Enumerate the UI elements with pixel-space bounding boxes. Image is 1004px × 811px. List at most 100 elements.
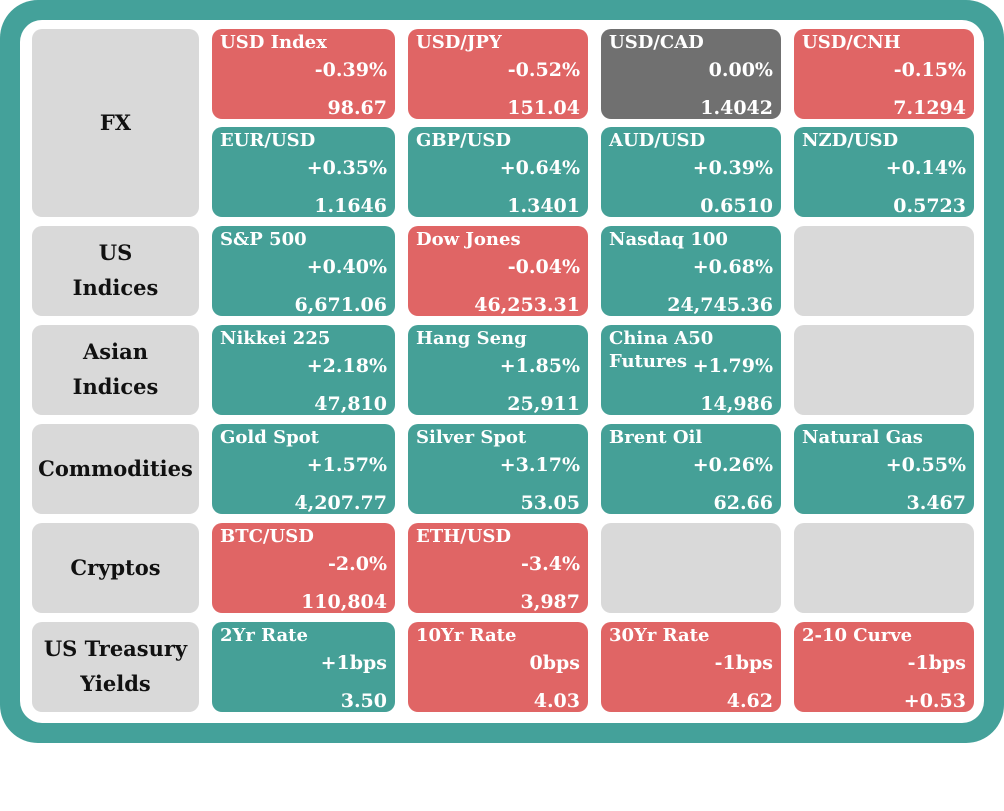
tile-change: +0.68%: [692, 256, 773, 278]
tile-change: -0.15%: [893, 59, 966, 81]
tile-value: 6,671.06: [294, 294, 387, 316]
category-us-indices: US Indices: [32, 226, 199, 316]
tile-name: Hang Seng: [416, 328, 527, 349]
dashboard-frame: FX USD Index -0.39% 98.67 USD/JPY -0.52% 151…: [0, 0, 1004, 743]
tile-name: EUR/USD: [220, 130, 316, 151]
tile-value: 47,810: [314, 393, 387, 415]
tile-change: -1bps: [714, 652, 773, 674]
tile-name: Nikkei 225: [220, 328, 331, 349]
tile-value: +0.53: [903, 690, 966, 712]
empty-tile: [794, 226, 974, 316]
tile-nzd-usd[interactable]: NZD/USD +0.14% 0.5723: [794, 127, 974, 217]
tile-change: +0.39%: [692, 157, 773, 179]
tile-change: +0.40%: [306, 256, 387, 278]
tile-name: Natural Gas: [802, 427, 923, 448]
market-grid: FX USD Index -0.39% 98.67 USD/JPY -0.52% 151…: [32, 29, 974, 811]
tile-eth-usd[interactable]: ETH/USD -3.4% 3,987: [408, 523, 588, 613]
tile-30yr-rate[interactable]: 30Yr Rate -1bps 4.62: [601, 622, 781, 712]
tile-value: 4.62: [726, 690, 773, 712]
category-label: US Indices: [72, 240, 159, 300]
tile-brent-oil[interactable]: Brent Oil +0.26% 62.66: [601, 424, 781, 514]
tile-value: 14,986: [700, 393, 773, 415]
tile-name: Nasdaq 100: [609, 229, 728, 250]
tile-natural-gas[interactable]: Natural Gas +0.55% 3.467: [794, 424, 974, 514]
tile-name: NZD/USD: [802, 130, 899, 151]
tile-value: 62.66: [713, 492, 774, 514]
tile-value: 3.50: [340, 690, 387, 712]
category-label: FX: [99, 109, 132, 135]
tile-usd-cnh[interactable]: USD/CNH -0.15% 7.1294: [794, 29, 974, 119]
tile-value: 25,911: [507, 393, 580, 415]
tile-name: USD/CAD: [609, 32, 704, 53]
category-commodities: Commodities: [32, 424, 199, 514]
tile-value: 0.5723: [893, 195, 966, 217]
tile-name: 10Yr Rate: [416, 625, 517, 646]
tile-change: +0.14%: [885, 157, 966, 179]
tile-usd-jpy[interactable]: USD/JPY -0.52% 151.04: [408, 29, 588, 119]
tile-value: 3,987: [520, 591, 581, 613]
empty-tile: [794, 325, 974, 415]
tile-gold-spot[interactable]: Gold Spot +1.57% 4,207.77: [212, 424, 395, 514]
tile-value: 4.03: [533, 690, 580, 712]
tile-value: 7.1294: [893, 97, 966, 119]
tile-china-a50[interactable]: China A50 Futures +1.79% 14,986: [601, 325, 781, 415]
tile-value: 0.6510: [700, 195, 773, 217]
tile-value: 46,253.31: [474, 294, 580, 316]
category-treasury-yields: US Treasury Yields: [32, 622, 199, 712]
tile-gbp-usd[interactable]: GBP/USD +0.64% 1.3401: [408, 127, 588, 217]
tile-change: +0.35%: [306, 157, 387, 179]
tile-silver-spot[interactable]: Silver Spot +3.17% 53.05: [408, 424, 588, 514]
tile-change: +0.26%: [692, 454, 773, 476]
tile-value: 1.4042: [700, 97, 773, 119]
tile-2yr-rate[interactable]: 2Yr Rate +1bps 3.50: [212, 622, 395, 712]
tile-name: S&P 500: [220, 229, 307, 250]
fx-tiles: USD Index -0.39% 98.67 USD/JPY -0.52% 151.04…: [212, 29, 974, 217]
tile-change: +0.64%: [499, 157, 580, 179]
tile-aud-usd[interactable]: AUD/USD +0.39% 0.6510: [601, 127, 781, 217]
tile-change: +0.55%: [885, 454, 966, 476]
empty-tile: [794, 523, 974, 613]
tile-name: Gold Spot: [220, 427, 319, 448]
tile-change: +1.79%: [692, 355, 773, 377]
tile-change: -0.04%: [507, 256, 580, 278]
tile-change: +2.18%: [306, 355, 387, 377]
tile-value: 4,207.77: [294, 492, 387, 514]
tile-change: +1.57%: [306, 454, 387, 476]
tile-change: +1.85%: [499, 355, 580, 377]
tile-2-10-curve[interactable]: 2-10 Curve -1bps +0.53: [794, 622, 974, 712]
tile-name: ETH/USD: [416, 526, 512, 547]
tile-dow-jones[interactable]: Dow Jones -0.04% 46,253.31: [408, 226, 588, 316]
tile-change: -0.39%: [314, 59, 387, 81]
tile-name: Dow Jones: [416, 229, 521, 250]
tile-name: 2Yr Rate: [220, 625, 308, 646]
tile-name: USD/JPY: [416, 32, 502, 53]
tile-name: AUD/USD: [609, 130, 706, 151]
tile-change: -1bps: [907, 652, 966, 674]
category-asian-indices: Asian Indices: [32, 325, 199, 415]
tile-eur-usd[interactable]: EUR/USD +0.35% 1.1646: [212, 127, 395, 217]
tile-nasdaq-100[interactable]: Nasdaq 100 +0.68% 24,745.36: [601, 226, 781, 316]
tile-value: 53.05: [520, 492, 581, 514]
category-label: Cryptos: [70, 554, 161, 580]
tile-sp500[interactable]: S&P 500 +0.40% 6,671.06: [212, 226, 395, 316]
empty-tile: [601, 523, 781, 613]
category-label: Asian Indices: [72, 339, 159, 399]
tile-10yr-rate[interactable]: 10Yr Rate 0bps 4.03: [408, 622, 588, 712]
category-label: Commodities: [38, 455, 193, 481]
tile-value: 98.67: [327, 97, 388, 119]
tile-name: Silver Spot: [416, 427, 527, 448]
tile-change: +3.17%: [499, 454, 580, 476]
tile-hang-seng[interactable]: Hang Seng +1.85% 25,911: [408, 325, 588, 415]
tile-name: GBP/USD: [416, 130, 512, 151]
dashboard-panel: FX USD Index -0.39% 98.67 USD/JPY -0.52% 151…: [20, 20, 984, 723]
tile-btc-usd[interactable]: BTC/USD -2.0% 110,804: [212, 523, 395, 613]
tile-usd-cad[interactable]: USD/CAD 0.00% 1.4042: [601, 29, 781, 119]
tile-usd-index[interactable]: USD Index -0.39% 98.67: [212, 29, 395, 119]
tile-change: 0.00%: [708, 59, 773, 81]
tile-name: USD Index: [220, 32, 327, 53]
tile-nikkei-225[interactable]: Nikkei 225 +2.18% 47,810: [212, 325, 395, 415]
tile-value: 3.467: [906, 492, 967, 514]
tile-value: 1.3401: [507, 195, 580, 217]
tile-name: 2-10 Curve: [802, 625, 913, 646]
tile-change: -0.52%: [507, 59, 580, 81]
